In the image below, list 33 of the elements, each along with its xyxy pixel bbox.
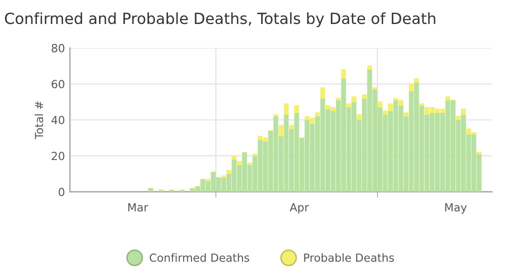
bar xyxy=(356,114,362,120)
y-tick-label: 20 xyxy=(52,152,64,160)
bar xyxy=(294,105,300,113)
bar xyxy=(352,96,356,102)
bar xyxy=(236,160,242,166)
bar xyxy=(320,87,326,99)
y-tick-label: 80 xyxy=(52,44,64,52)
bar xyxy=(408,84,414,92)
chart-title: Confirmed and Probable Deaths, Totals by Date of Death xyxy=(5,12,436,28)
legend-label: Probable Deaths xyxy=(304,253,394,262)
bar xyxy=(414,78,419,82)
bar xyxy=(367,66,372,70)
x-tick-label: Mar xyxy=(128,203,148,212)
bar xyxy=(289,124,294,130)
y-tick-label: 0 xyxy=(58,188,64,196)
bar xyxy=(378,102,382,108)
legend-label: Confirmed Deaths xyxy=(150,253,250,262)
x-tick-label: May xyxy=(445,203,467,214)
y-tick-label: 60 xyxy=(52,80,64,88)
bar xyxy=(456,116,461,120)
y-tick-label: 40 xyxy=(51,116,64,124)
bar xyxy=(226,170,232,174)
y-axis-title: Total # xyxy=(34,101,44,140)
bar xyxy=(315,112,320,117)
bar xyxy=(404,112,409,117)
x-tick-label: Apr xyxy=(290,203,309,214)
bar xyxy=(341,69,346,79)
bar xyxy=(284,103,289,115)
bar xyxy=(346,103,352,108)
bar xyxy=(278,124,284,136)
bar xyxy=(362,94,367,99)
bar xyxy=(232,156,237,160)
bar xyxy=(461,108,466,115)
